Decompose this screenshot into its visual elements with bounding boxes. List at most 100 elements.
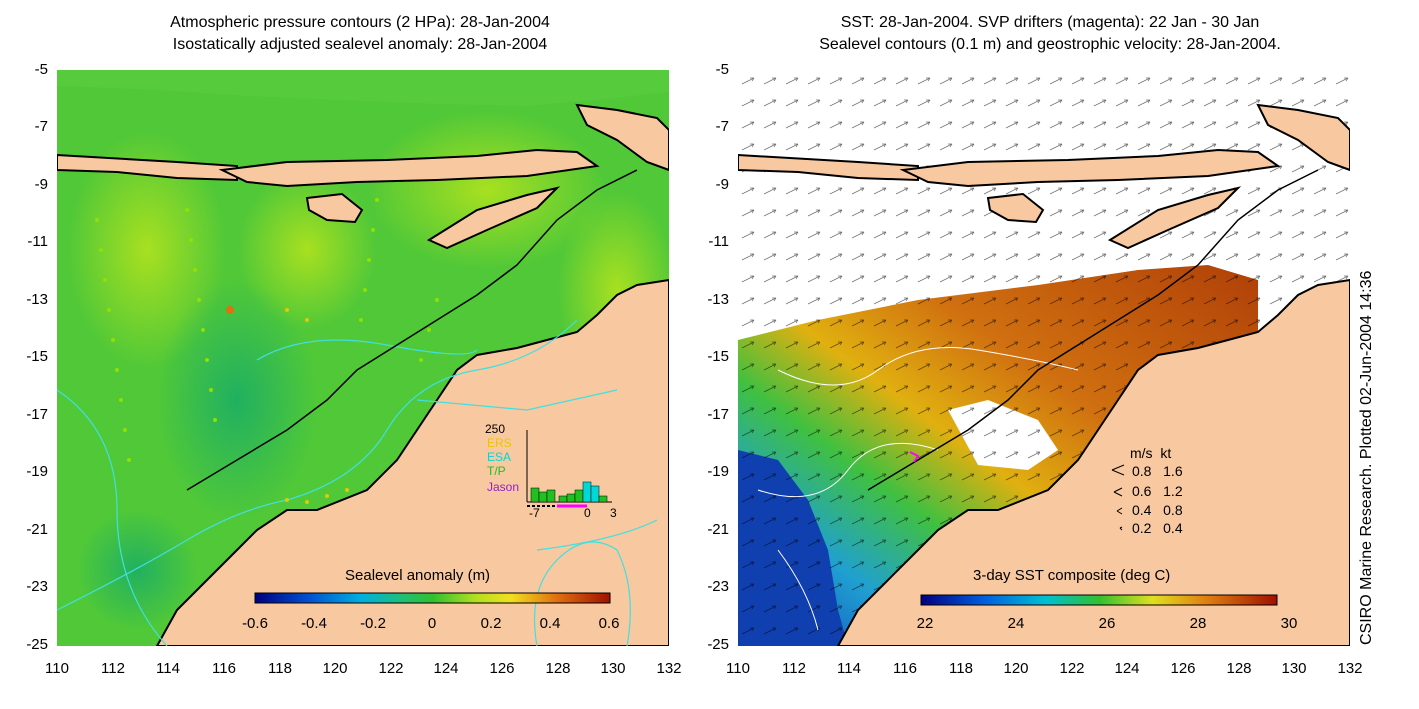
y-tick-label: -13 — [707, 291, 729, 308]
velocity-ms-value: 0.6 — [1132, 483, 1152, 499]
inset-ymax-label: 250 — [485, 422, 506, 436]
colorbar-tick: 0.6 — [598, 615, 620, 632]
x-tick-label: 112 — [782, 660, 806, 677]
pressure-contour — [57, 389, 168, 646]
histogram-bar — [538, 491, 548, 503]
sumba-island — [986, 192, 1045, 224]
colorbar-tick: 28 — [1189, 615, 1207, 632]
x-tick-label: 120 — [322, 660, 348, 677]
lesser-sunda-islands — [899, 148, 1281, 188]
y-tick-label: -15 — [707, 348, 729, 365]
colorbar-tick: -0.2 — [360, 615, 386, 632]
velocity-ms-value: 0.2 — [1132, 520, 1152, 536]
colorbar-tick: 0.4 — [539, 615, 561, 632]
australia-mainland — [836, 278, 1350, 646]
y-tick-label: -5 — [34, 61, 48, 78]
y-tick-label: -23 — [707, 578, 729, 595]
velocity-kt-value: 0.8 — [1163, 502, 1183, 518]
velocity-legend-row: 0.2 0.4 — [1132, 520, 1183, 536]
velocity-legend-header: m/s kt — [1130, 445, 1171, 461]
x-tick-label: 112 — [101, 660, 125, 677]
x-tick-label: 114 — [156, 660, 180, 677]
y-tick-label: -19 — [26, 463, 48, 480]
inset-legend-ers: ERS — [487, 436, 512, 450]
inset-x-label: -7 — [529, 506, 540, 520]
sealevel-colorbar-title: Sealevel anomaly (m) — [345, 567, 491, 584]
x-tick-label: 128 — [545, 660, 571, 677]
right-title-line1: SST: 28-Jan-2004. SVP drifters (magenta)… — [840, 14, 1260, 31]
java-island — [738, 153, 919, 182]
x-tick-label: 118 — [268, 660, 292, 677]
pressure-contour — [536, 519, 658, 551]
inset-x-label: 3 — [610, 506, 617, 520]
sealevel-colorbar — [254, 592, 611, 604]
left-title-line2: Isostatically adjusted sealevel anomaly:… — [172, 36, 548, 53]
anomaly-hotspot — [226, 306, 234, 314]
x-tick-label: 110 — [726, 660, 750, 677]
pressure-contour — [256, 339, 478, 361]
sealevel-anomaly-map: Sealevel anomaly (m) -0.6 -0.4 -0.2 0 0.… — [57, 70, 669, 646]
y-tick-label: -25 — [707, 636, 729, 653]
histogram-bar — [558, 495, 568, 503]
low-anomaly-patch — [77, 510, 197, 630]
y-tick-label: -9 — [34, 176, 48, 193]
colorbar-tick: -0.6 — [242, 615, 268, 632]
x-tick-label: 114 — [837, 660, 861, 677]
x-tick-label: 132 — [1337, 660, 1363, 677]
sst-map: 3-day SST composite (deg C) 22 24 26 28 … — [738, 70, 1350, 646]
x-tick-label: 128 — [1226, 660, 1252, 677]
left-map-title: Atmospheric pressure contours (2 HPa): 2… — [90, 12, 630, 56]
histogram-bar — [574, 489, 584, 503]
colorbar-tick: 22 — [916, 615, 934, 632]
x-tick-label: 126 — [1170, 660, 1196, 677]
velocity-kt-value: 0.4 — [1163, 520, 1183, 536]
inset-histogram — [526, 430, 612, 508]
histogram-bar — [582, 481, 592, 503]
y-tick-label: -13 — [26, 291, 48, 308]
sumba-island — [305, 192, 364, 224]
velocity-legend-row: 0.4 0.8 — [1132, 502, 1183, 518]
right-title-line2: Sealevel contours (0.1 m) and geostrophi… — [819, 36, 1281, 53]
right-map-title: SST: 28-Jan-2004. SVP drifters (magenta)… — [720, 12, 1380, 56]
velocity-legend-row: 0.8 1.6 — [1132, 463, 1183, 479]
ers-track-dots — [285, 308, 349, 504]
shelf-edge-line — [186, 169, 638, 491]
y-tick-label: -19 — [707, 463, 729, 480]
x-tick-label: 124 — [1114, 660, 1140, 677]
y-tick-label: -25 — [26, 636, 48, 653]
inset-x-label: 0 — [584, 506, 591, 520]
y-tick-label: -5 — [715, 61, 729, 78]
histogram-bar — [598, 495, 608, 503]
sst-colorbar — [920, 594, 1278, 606]
pressure-contour — [57, 319, 578, 611]
y-tick-label: -7 — [715, 118, 729, 135]
sealevel-contour — [757, 442, 939, 498]
velocity-kt-value: 1.6 — [1163, 463, 1183, 479]
velocity-header-ms: m/s — [1130, 445, 1153, 461]
y-tick-label: -9 — [715, 176, 729, 193]
sealevel-map-graphic — [57, 70, 669, 646]
timor-island — [1107, 186, 1242, 250]
sealevel-contour — [777, 549, 819, 631]
colorbar-tick: 24 — [1007, 615, 1025, 632]
y-tick-label: -11 — [27, 233, 48, 250]
pressure-contour — [416, 389, 618, 411]
shelf-edge-line — [867, 169, 1319, 491]
inset-legend-tp: T/P — [487, 464, 506, 478]
x-tick-label: 116 — [212, 660, 236, 677]
x-tick-label: 116 — [893, 660, 917, 677]
sst-colorbar-title: 3-day SST composite (deg C) — [973, 567, 1171, 584]
y-tick-label: -23 — [26, 578, 48, 595]
x-tick-label: 120 — [1003, 660, 1029, 677]
colorbar-tick: 0 — [427, 615, 437, 632]
y-tick-label: -17 — [26, 406, 48, 423]
inset-legend-jason: Jason — [487, 480, 520, 494]
histogram-bar — [566, 493, 576, 503]
velocity-legend-arrows — [1111, 464, 1125, 531]
y-tick-label: -11 — [708, 233, 729, 250]
y-tick-label: -15 — [26, 348, 48, 365]
x-tick-label: 124 — [433, 660, 459, 677]
x-tick-label: 122 — [1059, 660, 1085, 677]
colorbar-tick: 26 — [1098, 615, 1116, 632]
australia-mainland — [155, 278, 669, 646]
